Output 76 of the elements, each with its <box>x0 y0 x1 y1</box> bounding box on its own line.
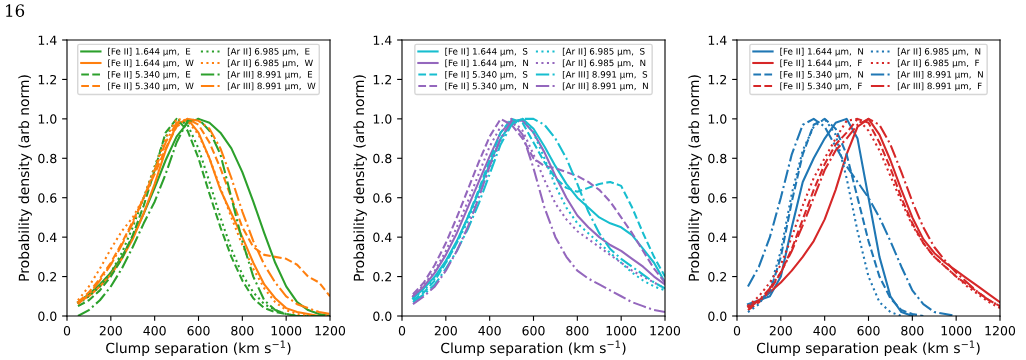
x-tick-label: 600 <box>857 325 880 336</box>
legend-label: [Ar III] 8.991 µm, N <box>562 82 648 91</box>
y-tick-label: 1.4 <box>708 35 727 45</box>
x-tick-label: 600 <box>522 325 545 336</box>
y-tick-label: 0.8 <box>38 153 57 164</box>
y-tick-label: 1.2 <box>708 74 727 85</box>
x-tick-label: 200 <box>434 325 457 336</box>
legend-label: [Ar II] 6.985 µm, N <box>897 47 981 57</box>
legend-label: [Fe II] 5.340 µm, E <box>108 70 191 80</box>
x-tick-label: 400 <box>143 325 166 336</box>
legend-label: [Ar II] 6.985 µm, F <box>897 59 980 68</box>
legend-label: [Ar III] 8.991 µm, N <box>897 70 983 80</box>
x-tick-label: 800 <box>231 325 254 336</box>
legend-label: [Fe II] 1.644 µm, N <box>780 47 864 57</box>
legend-label: [Fe II] 5.340 µm, N <box>780 70 864 80</box>
x-tick-label: 1200 <box>315 325 346 336</box>
x-tick-label: 1000 <box>941 325 972 336</box>
y-tick-label: 0.4 <box>373 232 392 243</box>
x-tick-label: 600 <box>187 325 210 336</box>
x-axis-title: Clump separation (km s$^{−1}$) <box>106 340 291 356</box>
legend-label: [Ar III] 8.991 µm, W <box>227 82 316 91</box>
x-tick-label: 1200 <box>650 325 681 336</box>
y-tick-label: 0.6 <box>38 193 57 203</box>
y-axis-title: Probability density (arb norm) <box>18 75 32 281</box>
y-tick-label: 1.0 <box>708 114 727 124</box>
x-tick-label: 1000 <box>606 325 637 336</box>
x-tick-label: 200 <box>99 325 122 336</box>
legend-label: [Fe II] 1.644 µm, W <box>108 59 194 68</box>
x-axis-title: Clump separation peak (km s$^{−1}$) <box>756 340 980 356</box>
text: 16 <box>6 4 25 17</box>
y-tick-label: 0.8 <box>708 153 727 164</box>
legend-label: [Fe II] 1.644 µm, N <box>445 59 529 68</box>
y-tick-label: 1.2 <box>373 74 392 85</box>
y-tick-label: 0.6 <box>373 193 392 203</box>
y-tick-label: 0.6 <box>708 193 727 203</box>
legend-label: [Fe II] 1.644 µm, F <box>780 59 862 68</box>
legend-label: [Ar II] 6.985 µm, W <box>227 59 313 68</box>
y-tick-label: 0.0 <box>38 311 57 321</box>
y-tick-label: 0.2 <box>38 272 57 282</box>
y-tick-label: 0.4 <box>38 232 57 243</box>
y-tick-label: 0.0 <box>373 311 392 321</box>
legend-label: [Fe II] 1.644 µm, E <box>108 47 191 57</box>
legend-label: [Fe II] 5.340 µm, N <box>445 82 529 91</box>
y-tick-label: 0.2 <box>373 272 392 282</box>
y-axis-title: Probability density (arb norm) <box>353 75 367 281</box>
y-tick-label: 1.0 <box>373 114 392 124</box>
x-tick-label: 200 <box>769 325 792 336</box>
x-tick-label: 400 <box>478 325 501 336</box>
legend-label: [Ar III] 8.991 µm, F <box>897 82 982 91</box>
x-tick-label: 1000 <box>271 325 302 336</box>
x-tick-label: 0 <box>398 325 406 336</box>
legend-label: [Ar II] 6.985 µm, E <box>227 47 310 57</box>
y-tick-label: 1.2 <box>38 74 57 85</box>
legend-label: [Fe II] 5.340 µm, F <box>780 82 862 91</box>
legend-label: [Fe II] 5.340 µm, W <box>108 82 194 91</box>
y-tick-label: 1.4 <box>373 35 392 45</box>
legend-label: [Ar III] 8.991 µm, E <box>227 70 313 80</box>
legend-label: [Ar II] 6.985 µm, S <box>562 47 645 57</box>
y-tick-label: 0.8 <box>373 153 392 164</box>
x-tick-label: 800 <box>566 325 589 336</box>
legend-label: [Fe II] 1.644 µm, S <box>445 47 528 57</box>
y-tick-label: 1.4 <box>38 35 57 45</box>
x-tick-label: 0 <box>733 325 741 336</box>
x-tick-label: 0 <box>63 325 71 336</box>
y-axis-title: Probability density (arb norm) <box>688 75 702 281</box>
legend-label: [Fe II] 5.340 µm, S <box>445 70 528 80</box>
legend-label: [Ar III] 8.991 µm, S <box>562 70 648 80</box>
x-tick-label: 400 <box>813 325 836 336</box>
legend-label: [Ar II] 6.985 µm, N <box>562 59 646 68</box>
y-tick-label: 0.2 <box>708 272 727 282</box>
x-tick-label: 1200 <box>985 325 1016 336</box>
y-tick-label: 0.4 <box>708 232 727 243</box>
x-tick-label: 800 <box>901 325 924 336</box>
y-tick-label: 0.0 <box>708 311 727 321</box>
y-tick-label: 1.0 <box>38 114 57 124</box>
x-axis-title: Clump separation (km s$^{−1}$) <box>441 340 626 356</box>
